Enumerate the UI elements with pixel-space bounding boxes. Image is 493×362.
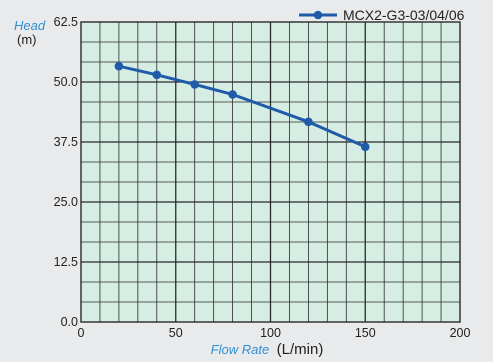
major-gridlines bbox=[81, 22, 460, 322]
legend-label: MCX2-G3-03/04/06 bbox=[343, 7, 465, 23]
data-point bbox=[304, 117, 313, 127]
x-tick-label: 100 bbox=[260, 326, 281, 340]
y-tick-label: 62.5 bbox=[54, 15, 78, 29]
y-axis-label: Head bbox=[14, 18, 46, 33]
y-tick-label: 12.5 bbox=[54, 255, 78, 269]
x-tick-label: 150 bbox=[355, 326, 376, 340]
x-axis-label: Flow Rate (L/min) bbox=[211, 341, 324, 358]
data-point bbox=[360, 142, 370, 152]
y-tick-label: 25.0 bbox=[54, 195, 78, 209]
y-tick-label: 50.0 bbox=[54, 75, 78, 89]
data-point bbox=[114, 61, 124, 71]
plot-border bbox=[80, 21, 461, 323]
x-tick-label: 200 bbox=[450, 326, 471, 340]
legend-marker bbox=[313, 10, 323, 20]
legend: MCX2-G3-03/04/06 bbox=[299, 7, 465, 23]
y-axis-ticks: 0.0 12.5 25.0 37.5 50.0 62.5 bbox=[54, 15, 78, 329]
data-point bbox=[152, 70, 162, 80]
data-point bbox=[190, 80, 199, 89]
x-axis-ticks: 0 50 100 150 200 bbox=[78, 326, 471, 340]
y-axis-label-unit: (m) bbox=[17, 32, 37, 47]
x-axis-label-main: Flow Rate bbox=[211, 342, 270, 357]
y-tick-label: 37.5 bbox=[54, 135, 78, 149]
x-axis-label-unit: (L/min) bbox=[277, 341, 324, 358]
x-tick-label: 0 bbox=[78, 326, 85, 340]
x-tick-label: 50 bbox=[169, 326, 183, 340]
series-layer bbox=[114, 61, 370, 152]
y-tick-label: 0.0 bbox=[61, 315, 78, 329]
data-point bbox=[228, 90, 237, 99]
y-axis-label-main: Head bbox=[14, 18, 46, 33]
series-line bbox=[118, 64, 366, 149]
